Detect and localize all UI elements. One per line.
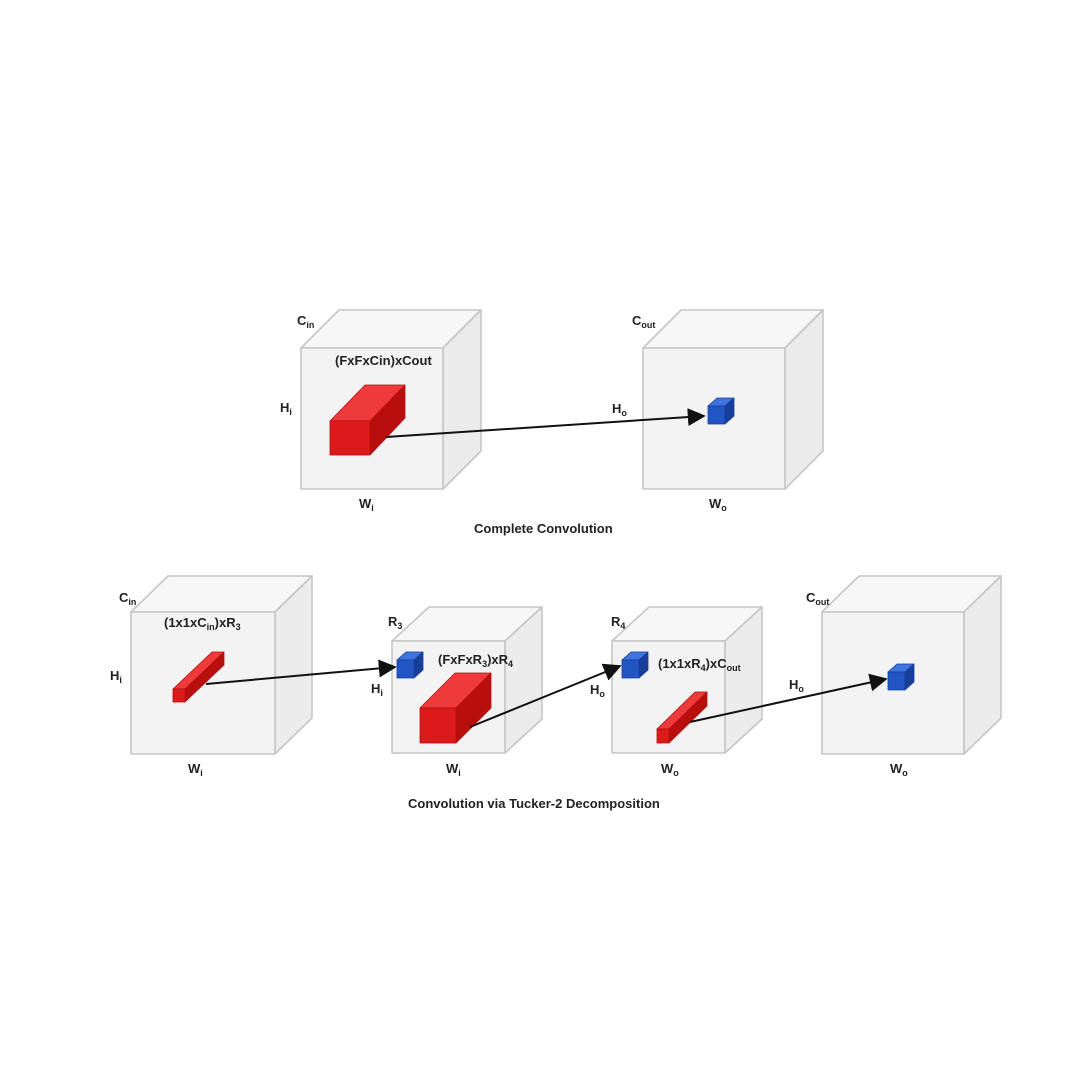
blue-cube-icon	[707, 397, 735, 425]
output-width-label: Wo	[709, 496, 727, 513]
stage2-kernel-label: (FxFxR3)xR4	[438, 652, 513, 669]
stage1-depth-label: Cin	[119, 590, 136, 607]
stage4-height-label: Ho	[789, 677, 804, 694]
stage3-kernel-label: (1x1xR4)xCout	[658, 656, 741, 673]
blue-cube-icon	[621, 651, 649, 679]
stage3-height-label: Ho	[590, 682, 605, 699]
kernel-label: (FxFxCin)xCout	[335, 353, 432, 368]
stage1-kernel-label: (1x1xCin)xR3	[164, 615, 241, 632]
blue-cube-icon	[396, 651, 424, 679]
input-tensor-box	[300, 309, 482, 490]
stage1-width-label: Wi	[188, 761, 203, 778]
blue-cube-icon	[887, 663, 915, 691]
complete-caption: Complete Convolution	[474, 521, 613, 536]
stage4-tensor-box	[821, 575, 1002, 755]
stage1-height-label: Hi	[110, 668, 122, 685]
stage2-width-label: Wi	[446, 761, 461, 778]
input-width-label: Wi	[359, 496, 374, 513]
stage4-width-label: Wo	[890, 761, 908, 778]
stage2-height-label: Hi	[371, 681, 383, 698]
arrow-icon	[689, 673, 888, 723]
red-cuboid-icon	[329, 384, 406, 456]
arrow-icon	[469, 663, 622, 728]
arrow-icon	[205, 659, 397, 685]
input-height-label: Hi	[280, 400, 292, 417]
output-depth-label: Cout	[632, 313, 655, 330]
output-height-label: Ho	[612, 401, 627, 418]
red-bar-icon	[172, 651, 225, 703]
input-depth-label: Cin	[297, 313, 314, 330]
red-bar-icon	[656, 691, 708, 744]
stage3-width-label: Wo	[661, 761, 679, 778]
red-cuboid-icon	[419, 672, 492, 744]
stage4-depth-label: Cout	[806, 590, 829, 607]
stage2-depth-label: R3	[388, 614, 402, 631]
stage3-depth-label: R4	[611, 614, 625, 631]
tucker-caption: Convolution via Tucker-2 Decomposition	[408, 796, 660, 811]
arrow-icon	[385, 408, 706, 438]
stage3-tensor-box	[611, 606, 763, 754]
